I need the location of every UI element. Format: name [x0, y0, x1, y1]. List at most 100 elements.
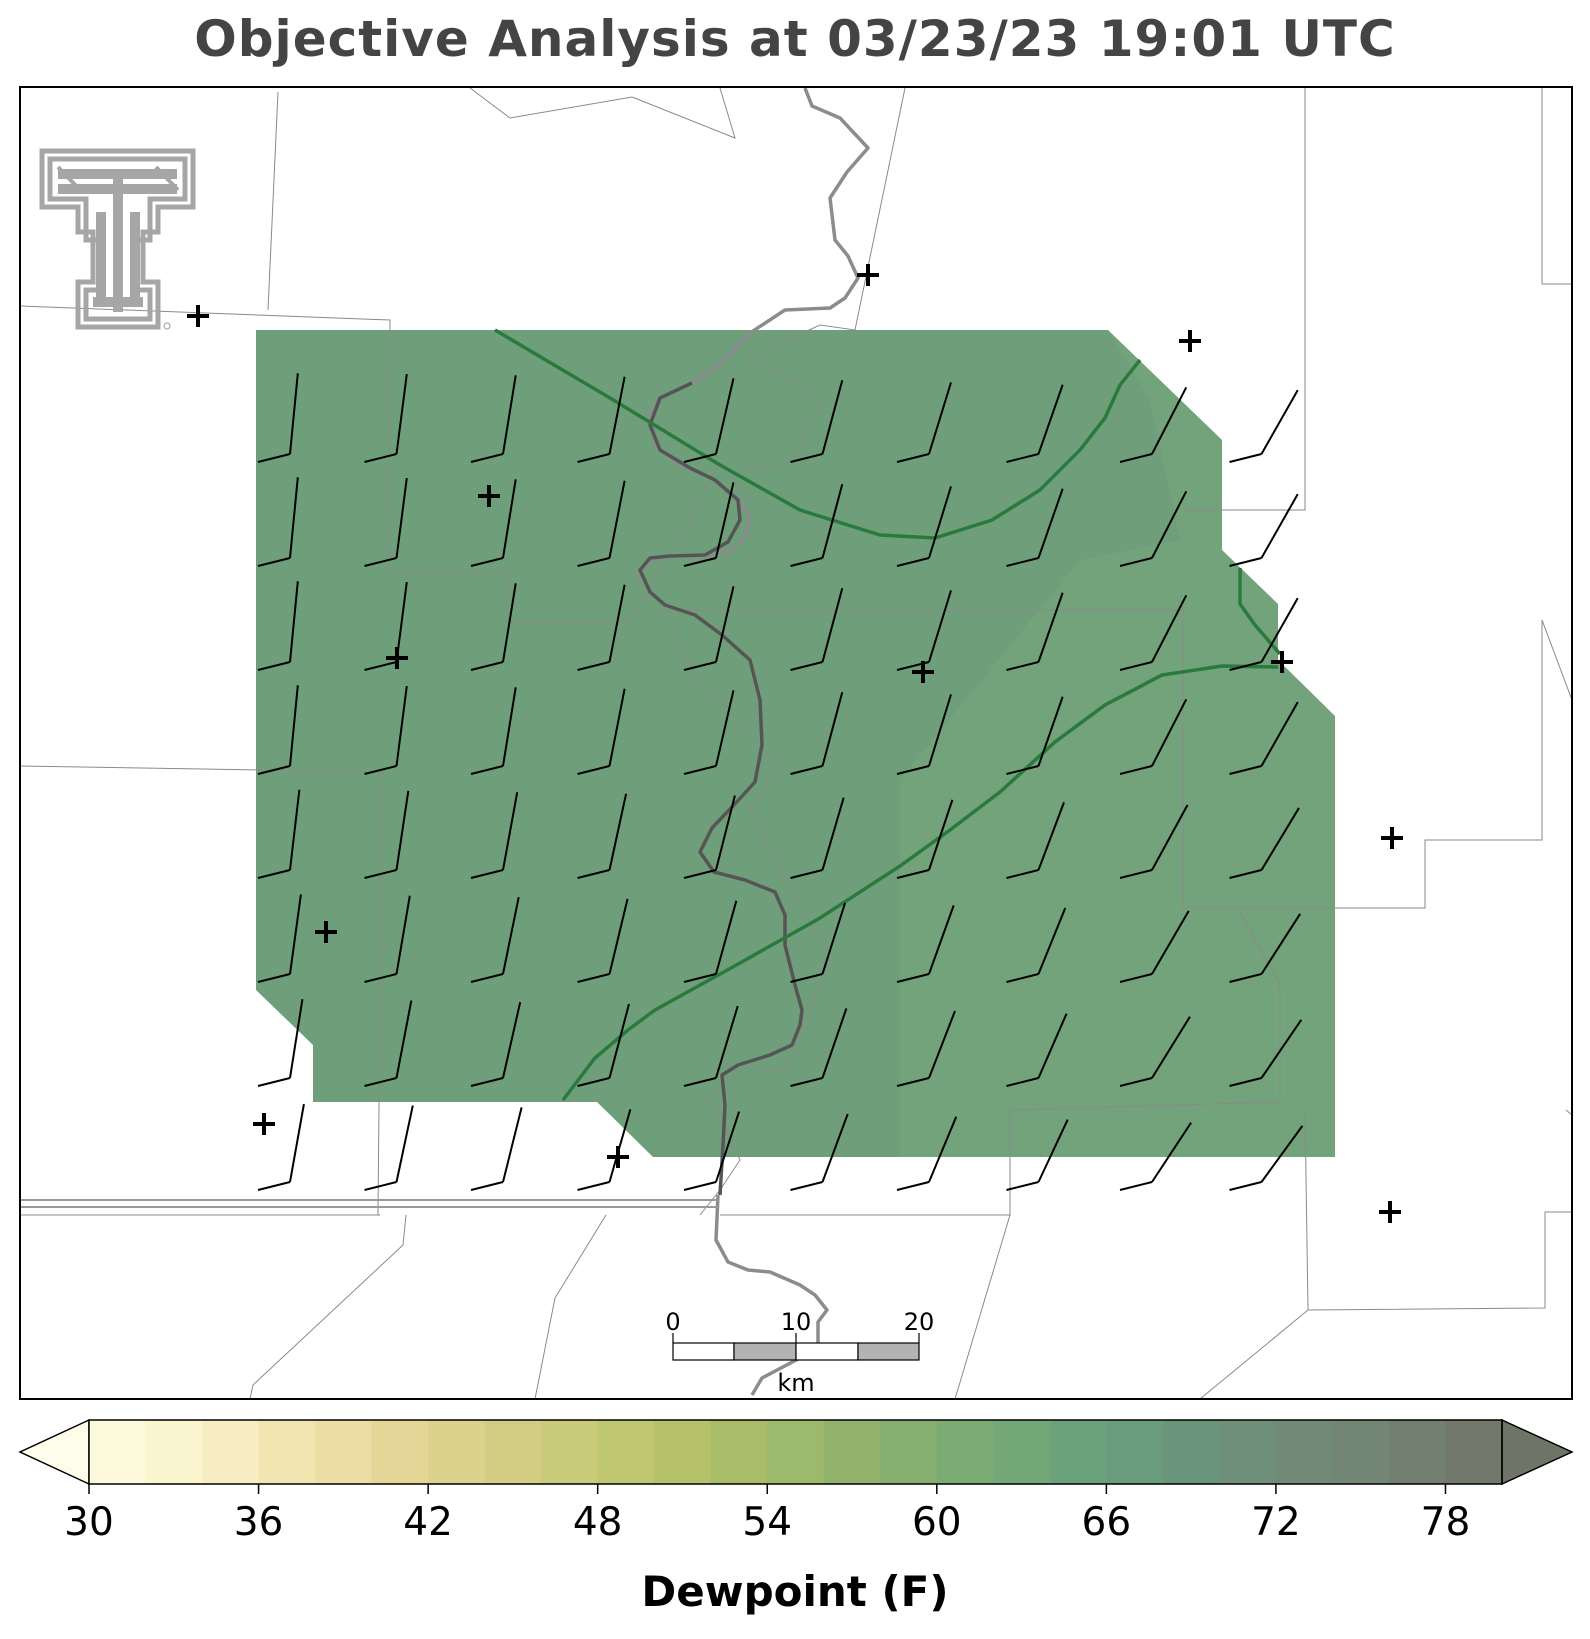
isodrosotherm-east	[1238, 568, 1282, 656]
wind-barb	[257, 894, 302, 983]
colorbar-bin	[1219, 1420, 1277, 1484]
scale-segment-2	[733, 1342, 797, 1361]
wind-barb	[1119, 1122, 1192, 1191]
wind-barb	[1119, 386, 1188, 463]
wind-barb	[896, 905, 955, 983]
wind-barb	[577, 1109, 632, 1191]
colorbar-tick-label: 48	[572, 1500, 623, 1545]
texas-tech-logo	[39, 148, 196, 330]
scale-label-0: 0	[665, 1308, 680, 1336]
colorbar-bin	[993, 1420, 1051, 1484]
wind-barb	[1229, 913, 1301, 983]
wind-barb	[577, 376, 626, 463]
dewpoint-field-east	[900, 330, 1335, 1157]
isodrosotherms	[494, 328, 1282, 1102]
colorbar-bin	[258, 1420, 316, 1484]
wind-barb	[364, 1105, 414, 1191]
wind-barb	[790, 380, 844, 463]
wind-barb	[257, 999, 304, 1087]
wind-barb	[896, 486, 952, 567]
colorbar-tick-label: 66	[1081, 1500, 1132, 1545]
wind-barb	[257, 581, 299, 671]
station-marker	[1179, 330, 1201, 352]
wind-barb	[790, 1113, 849, 1191]
wind-barb	[1006, 384, 1064, 463]
station-marker	[607, 1146, 629, 1168]
isodrosotherm-south	[561, 664, 1279, 1102]
wind-barb	[364, 895, 411, 983]
station-marker	[1381, 827, 1403, 849]
wind-barb	[683, 795, 736, 879]
dewpoint-field	[256, 330, 1335, 1157]
colorbar-bin	[541, 1420, 599, 1484]
scale-segment-4	[857, 1342, 920, 1361]
wind-barbs	[257, 373, 1304, 1191]
colorbar-bin	[597, 1420, 655, 1484]
map-frame	[19, 86, 1573, 1400]
wind-barb	[790, 902, 847, 983]
colorbar-tick-label: 42	[403, 1500, 453, 1545]
station-marker	[253, 1113, 275, 1135]
wind-barb	[257, 373, 299, 463]
scale-label-20: 20	[904, 1308, 935, 1336]
colorbar-bin	[1162, 1420, 1220, 1484]
wind-barb	[470, 1107, 523, 1191]
wind-barb	[577, 1003, 630, 1087]
colorbar-tick-label: 30	[64, 1500, 114, 1545]
colorbar	[18, 1418, 1574, 1494]
station-marker	[1271, 651, 1293, 673]
colorbar-tick-label: 72	[1251, 1500, 1301, 1545]
wind-barb	[470, 896, 520, 983]
wind-barb	[683, 900, 738, 983]
wind-barb	[1229, 493, 1299, 567]
colorbar-over-arrow	[1501, 1418, 1574, 1486]
wind-barb	[1006, 1013, 1068, 1087]
wind-barb	[364, 686, 408, 775]
colorbar-bin	[484, 1420, 542, 1484]
wind-barb	[1229, 807, 1300, 879]
wind-barb	[896, 1116, 958, 1191]
scale-bar: 0 10 20 km	[665, 1308, 934, 1397]
colorbar-bin	[710, 1420, 768, 1484]
wind-barb	[1119, 490, 1188, 567]
wind-barb	[1229, 701, 1299, 775]
wind-barb	[364, 790, 410, 879]
station-marker	[187, 305, 209, 327]
wind-barb	[470, 479, 517, 567]
wind-barb	[257, 685, 299, 775]
wind-barb	[257, 789, 301, 879]
station-marker	[386, 647, 408, 669]
wind-barb	[1119, 910, 1190, 983]
wind-barb	[470, 583, 517, 671]
wind-barb	[577, 584, 626, 671]
colorbar-bin	[145, 1420, 203, 1484]
wind-barb	[790, 692, 844, 775]
wind-barb	[470, 375, 517, 463]
wind-barb	[1229, 1019, 1303, 1087]
colorbar-bin	[880, 1420, 938, 1484]
colorbar-bin	[1388, 1420, 1447, 1484]
scale-unit: km	[777, 1369, 814, 1397]
wind-barb	[790, 1008, 848, 1087]
colorbar-tick-label: 78	[1420, 1500, 1471, 1545]
colorbar-bin	[1106, 1420, 1164, 1484]
page-title: Objective Analysis at 03/23/23 19:01 UTC	[194, 10, 1396, 68]
wind-barb	[1006, 907, 1067, 983]
wind-barb	[1006, 801, 1065, 879]
wind-barb	[896, 1010, 956, 1087]
wind-barb	[1006, 696, 1064, 775]
colorbar-bin	[315, 1420, 373, 1484]
river-line-dark	[638, 381, 804, 1196]
station-marker	[478, 485, 500, 507]
wind-barb	[1229, 1125, 1304, 1191]
colorbar-bin	[1332, 1420, 1390, 1484]
colorbar-tick-label: 36	[233, 1500, 284, 1545]
station-marker	[857, 264, 879, 286]
colorbar-bin	[1049, 1420, 1107, 1484]
wind-barb	[683, 1111, 741, 1191]
colorbar-under-arrow	[18, 1418, 90, 1486]
wind-barb	[1006, 488, 1064, 567]
station-marker	[912, 661, 934, 683]
wind-barb	[577, 688, 626, 775]
wind-barb	[257, 1103, 305, 1191]
